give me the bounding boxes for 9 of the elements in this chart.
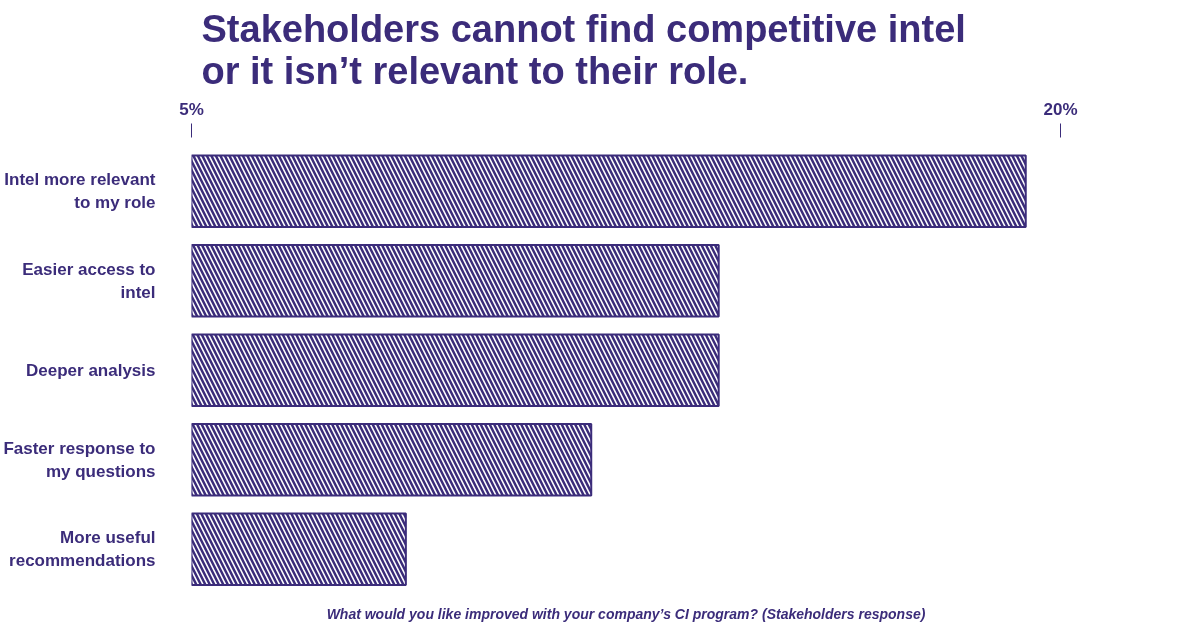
y-tick-label: Faster response to my questions	[3, 438, 156, 481]
x-tick-label: 5%	[179, 99, 204, 119]
chart-title: Stakeholders cannot find competitive intel or it isn’t relevant to their role.	[201, 7, 966, 92]
y-tick-label: Deeper analysis	[26, 360, 156, 380]
y-tick-label: Intel more relevant to my role	[4, 170, 156, 213]
text: What would you like improved with your company’s CI program? (Stakeholders response)	[326, 605, 926, 622]
y-tick-label: More useful recommendations	[9, 528, 156, 571]
x-tick-label: 20%	[1043, 99, 1078, 119]
y-tick-label: Easier access to intel	[22, 259, 156, 302]
